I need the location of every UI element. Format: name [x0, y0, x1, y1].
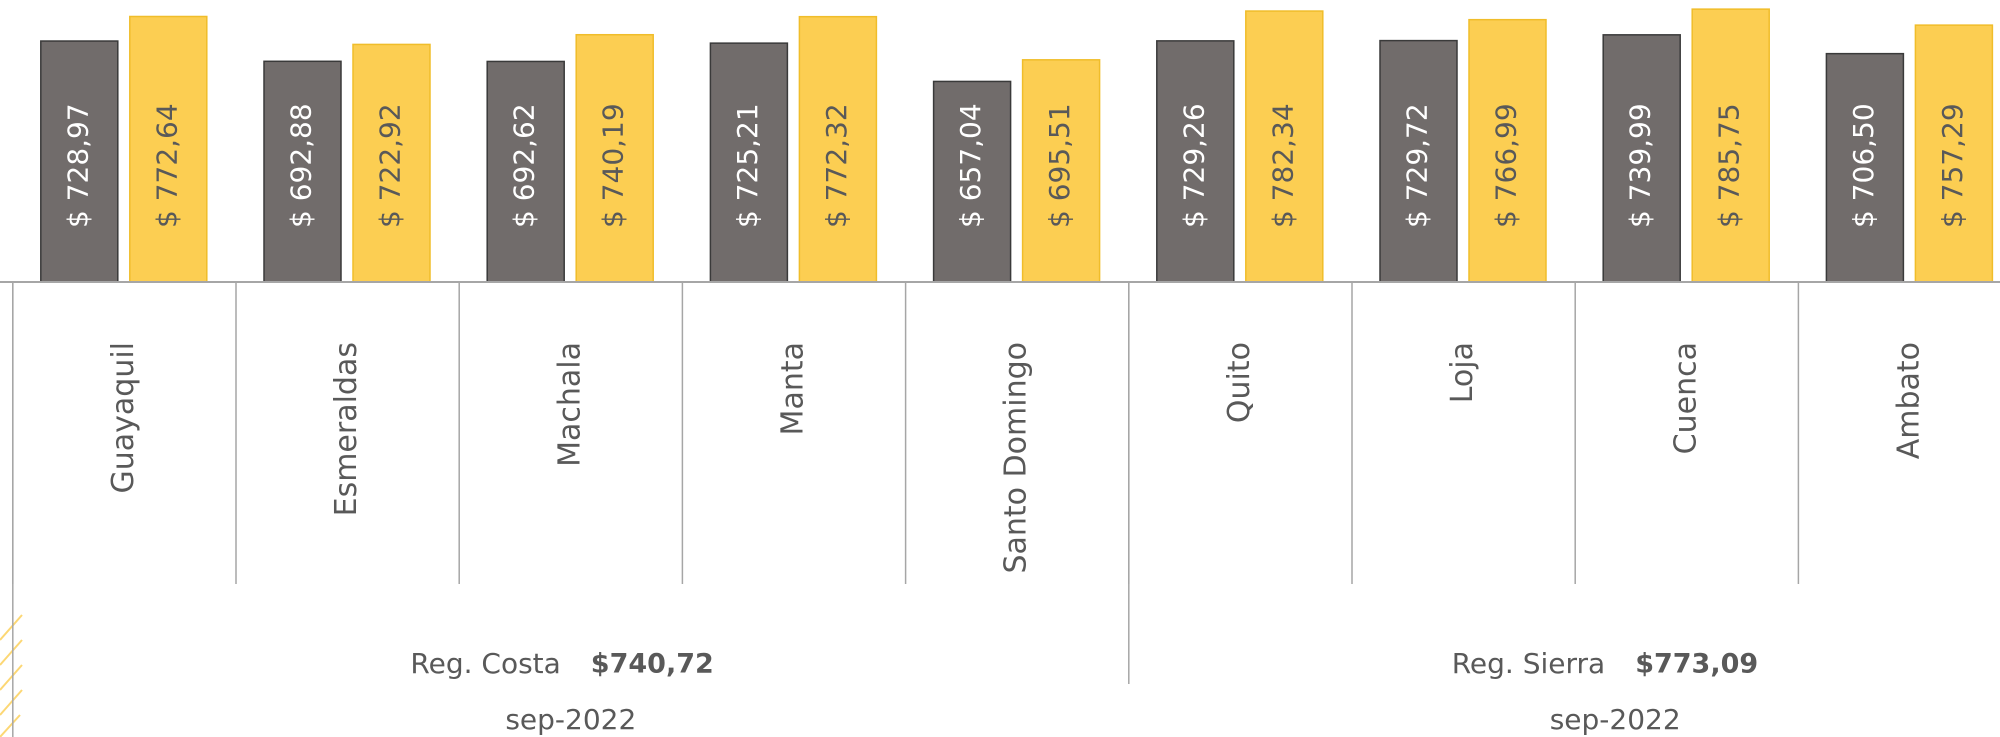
bar: [129, 15, 208, 283]
bar: [352, 43, 431, 283]
category-label: Loja: [1445, 342, 1480, 403]
category-label: Ambato: [1892, 342, 1927, 459]
group-name: Reg. Sierra: [1452, 647, 1605, 680]
value-label: $ 772,32: [820, 103, 853, 228]
bar: [1156, 40, 1235, 283]
value-label: $ 706,50: [1847, 103, 1880, 228]
group-date: sep-2022: [505, 703, 636, 736]
value-label: $ 729,72: [1401, 103, 1434, 228]
bar: [575, 33, 654, 283]
bar: [1379, 39, 1458, 283]
bar: [798, 15, 878, 283]
value-label: $ 740,19: [597, 103, 630, 228]
bar: [709, 42, 789, 283]
group-total: $773,09: [1635, 649, 1758, 680]
bar: [1602, 34, 1681, 283]
category-label: Esmeraldas: [329, 342, 364, 516]
value-label: $ 772,64: [150, 103, 183, 228]
value-label: $ 782,34: [1266, 103, 1299, 228]
category-label: Santo Domingo: [999, 342, 1034, 574]
group-name: Reg. Costa: [410, 647, 560, 680]
value-label: $ 766,99: [1490, 103, 1523, 228]
value-label: $ 692,88: [285, 103, 318, 228]
value-label: $ 757,29: [1936, 103, 1969, 228]
bar: [1691, 8, 1770, 283]
category-label: Quito: [1222, 342, 1257, 423]
value-label: $ 729,26: [1177, 103, 1210, 228]
decoration: [0, 614, 23, 737]
group-total: $740,72: [591, 649, 714, 680]
value-label: $ 657,04: [954, 103, 987, 228]
bar: [1245, 10, 1324, 283]
bar: [486, 60, 565, 283]
value-label: $ 728,97: [61, 103, 94, 228]
value-label: $ 739,99: [1624, 103, 1657, 228]
bar: [1021, 59, 1101, 283]
bar: [932, 80, 1012, 283]
value-label: $ 695,51: [1043, 103, 1076, 228]
value-label: $ 692,62: [508, 103, 541, 228]
category-label: Cuenca: [1668, 342, 1703, 454]
bar: [1825, 52, 1905, 283]
bar: [40, 40, 119, 283]
bar: [1914, 24, 1994, 283]
category-label: Manta: [776, 342, 811, 435]
group-date: sep-2022: [1550, 703, 1681, 736]
value-label: $ 725,21: [731, 103, 764, 228]
category-label: Machala: [552, 342, 587, 467]
category-label: Guayaquil: [106, 342, 141, 494]
value-label: $ 722,92: [374, 103, 407, 228]
value-label: $ 785,75: [1713, 103, 1746, 228]
bar: [1468, 18, 1547, 283]
